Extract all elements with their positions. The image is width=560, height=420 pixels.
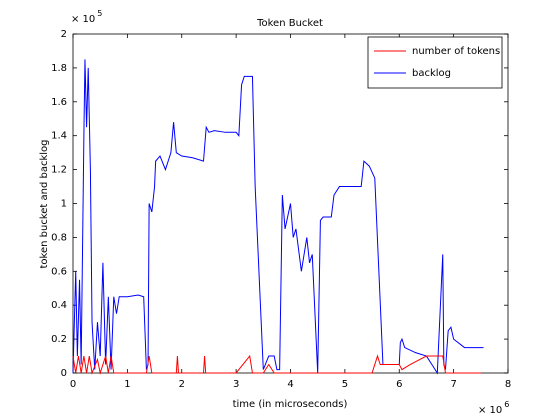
x-scale-base: × 10 [478, 405, 502, 416]
series-line [72, 59, 484, 375]
series-line [72, 354, 481, 375]
chart-title: Token Bucket [256, 18, 323, 29]
y-tick-label: 0.2 [51, 334, 67, 345]
x-tick-label: 0 [70, 379, 76, 390]
legend-label: backlog [412, 68, 451, 79]
y-tick-label: 1.6 [51, 97, 67, 108]
y-tick-label: 0.4 [51, 300, 67, 311]
x-tick-label: 7 [450, 379, 456, 390]
legend-label: number of tokens [412, 46, 500, 57]
y-scale-base: × 10 [71, 14, 95, 25]
y-tick-label: 0.6 [51, 266, 67, 277]
x-tick-label: 1 [124, 379, 130, 390]
y-tick-label: 1.4 [51, 131, 67, 142]
x-axis-label: time (in microseconds) [233, 399, 348, 410]
y-tick-label: 0 [61, 368, 67, 379]
y-tick-label: 1 [61, 199, 67, 210]
legend-box [367, 36, 503, 89]
y-scale-label: × 105 [71, 9, 102, 26]
x-tick-label: 2 [179, 379, 185, 390]
x-tick-label: 6 [396, 379, 402, 390]
x-tick-label: 3 [233, 379, 239, 390]
y-tick-label: 0.8 [51, 232, 67, 243]
x-tick-label: 4 [287, 379, 293, 390]
x-scale-exponent: 6 [504, 400, 509, 409]
x-tick-label: 5 [342, 379, 348, 390]
y-tick-label: 2 [61, 29, 67, 40]
y-tick-label: 1.2 [51, 165, 67, 176]
x-tick-label: 8 [505, 379, 511, 390]
y-axis-label: token bucket and backlog [39, 139, 50, 268]
y-scale-exponent: 5 [97, 9, 102, 18]
y-tick-label: 1.8 [51, 63, 67, 74]
x-scale-label: × 106 [478, 400, 509, 417]
